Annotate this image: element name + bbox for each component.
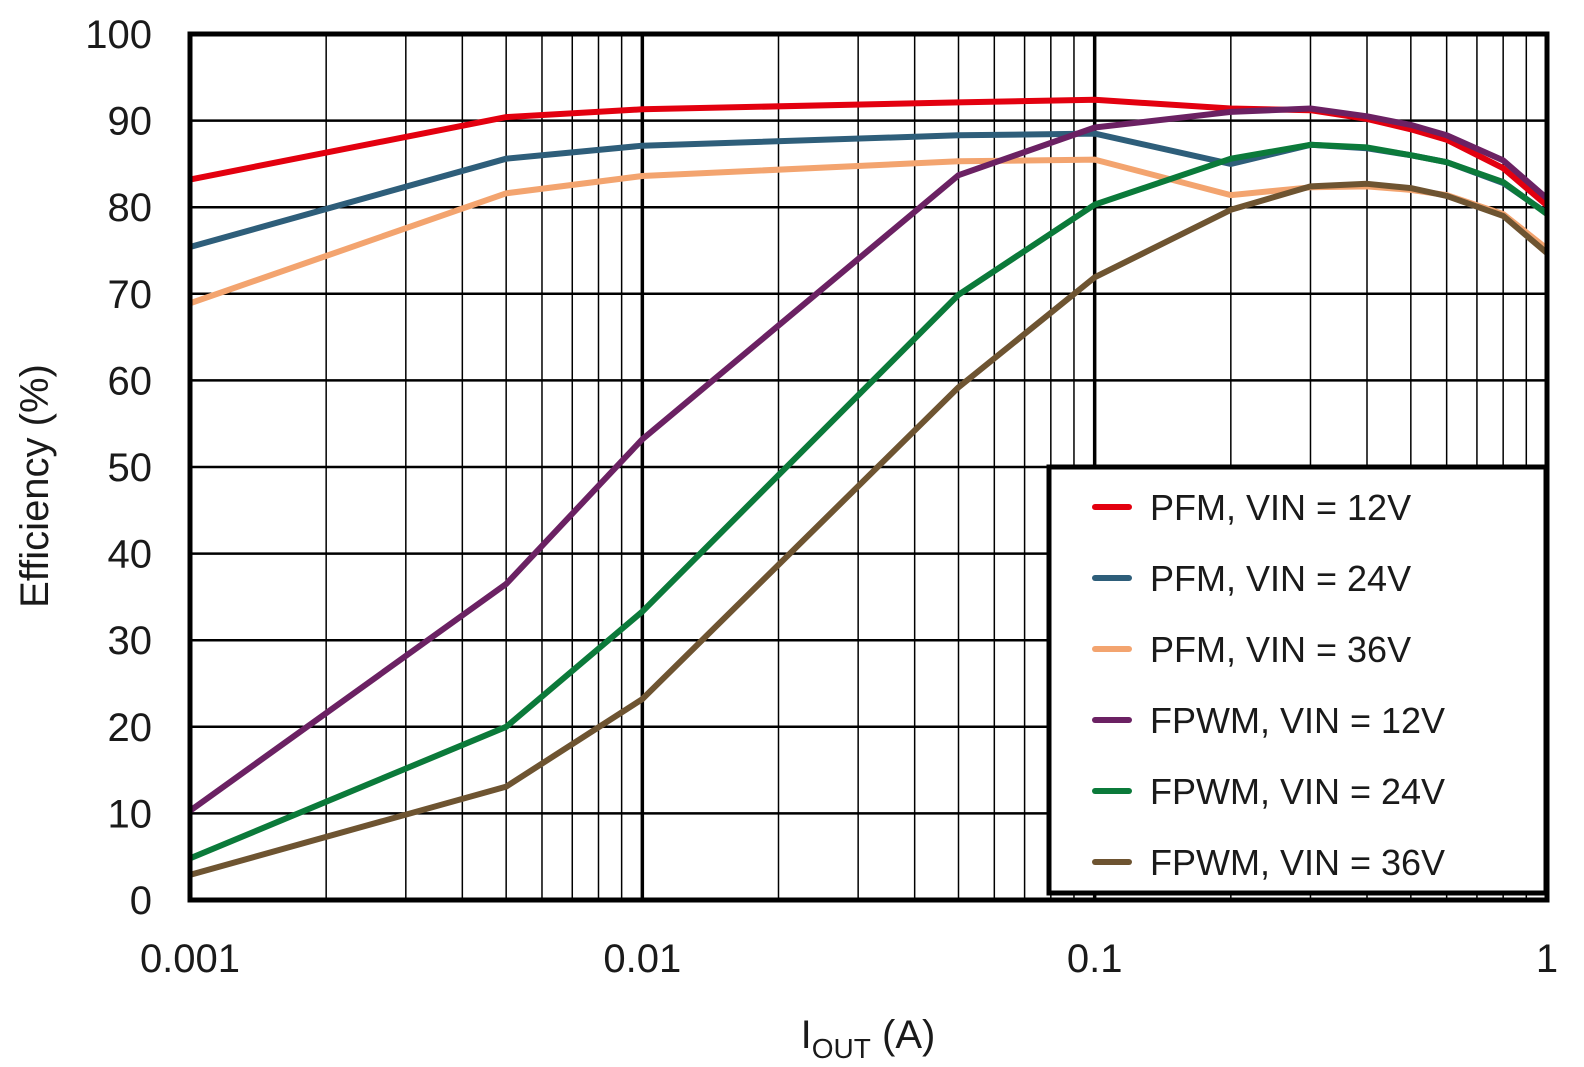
legend: PFM, VIN = 12V PFM, VIN = 24V PFM, VIN = 3… bbox=[1046, 464, 1549, 896]
y-tick-label: 100 bbox=[85, 13, 152, 57]
y-tick-label: 10 bbox=[108, 792, 153, 836]
y-tick-label: 90 bbox=[108, 100, 153, 144]
x-axis-title: IOUT (A) bbox=[801, 1013, 936, 1064]
series-layer bbox=[190, 96, 1547, 878]
x-tick-label: 1 bbox=[1536, 937, 1558, 981]
legend-label: FPWM, VIN = 12V bbox=[1150, 700, 1445, 741]
legend-label: PFM, VIN = 24V bbox=[1150, 558, 1411, 599]
y-tick-label: 70 bbox=[108, 273, 153, 317]
y-tick-label: 30 bbox=[108, 619, 153, 663]
y-tick-label: 20 bbox=[108, 706, 153, 750]
series-line bbox=[190, 141, 1547, 862]
x-axis-title-unit: (A) bbox=[871, 1013, 935, 1057]
legend-label: PFM, VIN = 36V bbox=[1150, 629, 1411, 670]
y-axis-title: Efficiency (%) bbox=[13, 364, 57, 608]
x-axis-ticks: 0.001 0.01 0.1 1 bbox=[140, 937, 1558, 981]
y-axis-ticks: 0 10 20 30 40 50 60 70 80 90 100 bbox=[85, 13, 152, 923]
x-axis-title-main: I bbox=[801, 1013, 812, 1057]
legend-label: FPWM, VIN = 36V bbox=[1150, 842, 1445, 883]
legend-label: FPWM, VIN = 24V bbox=[1150, 771, 1445, 812]
series-line bbox=[190, 180, 1547, 878]
x-tick-label: 0.1 bbox=[1067, 937, 1123, 981]
y-tick-label: 0 bbox=[130, 879, 152, 923]
x-axis-title-subscript: OUT bbox=[812, 1033, 871, 1064]
y-tick-label: 60 bbox=[108, 359, 153, 403]
x-tick-label: 0.01 bbox=[603, 937, 681, 981]
series-line bbox=[190, 105, 1547, 814]
legend-box bbox=[1046, 464, 1549, 896]
legend-label: PFM, VIN = 12V bbox=[1150, 487, 1411, 528]
x-tick-label: 0.001 bbox=[140, 937, 240, 981]
y-tick-label: 40 bbox=[108, 533, 153, 577]
y-tick-label: 80 bbox=[108, 186, 153, 230]
y-tick-label: 50 bbox=[108, 446, 153, 490]
